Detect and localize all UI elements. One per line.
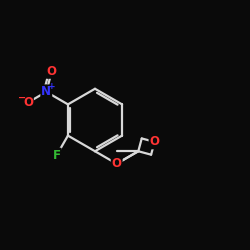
Text: +: + bbox=[48, 82, 56, 91]
Text: O: O bbox=[23, 96, 33, 109]
Text: O: O bbox=[112, 157, 122, 170]
Text: −: − bbox=[18, 93, 26, 103]
Text: F: F bbox=[53, 148, 61, 162]
Text: O: O bbox=[150, 136, 160, 148]
Text: O: O bbox=[47, 65, 57, 78]
Text: N: N bbox=[41, 86, 51, 98]
